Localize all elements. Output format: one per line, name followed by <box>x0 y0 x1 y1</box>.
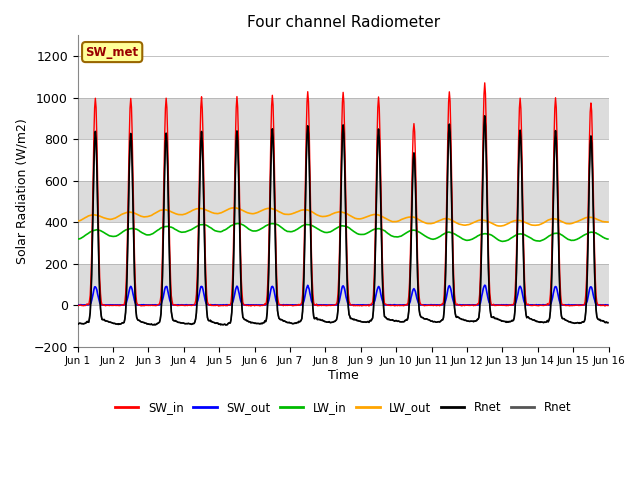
Rnet <box>604 320 612 325</box>
SW_in <box>424 302 431 308</box>
LW_out <box>220 209 227 215</box>
X-axis label: Time: Time <box>328 369 358 382</box>
SW_out <box>84 302 92 308</box>
SW_out <box>139 302 147 308</box>
LW_in <box>235 221 243 227</box>
Bar <box>77 264 609 305</box>
SW_in <box>74 303 81 309</box>
SW_in <box>604 303 612 309</box>
Rnet <box>74 322 81 327</box>
SW_out <box>604 302 612 308</box>
SW_in <box>83 301 91 307</box>
SW_in <box>247 303 255 309</box>
LW_in <box>604 236 612 242</box>
Bar <box>77 97 609 139</box>
SW_out <box>81 302 89 308</box>
Legend: SW_in, SW_out, LW_in, LW_out, Rnet, Rnet: SW_in, SW_out, LW_in, LW_out, Rnet, Rnet <box>110 396 576 419</box>
LW_out <box>604 219 612 225</box>
Rnet <box>424 316 431 322</box>
Title: Four channel Radiometer: Four channel Radiometer <box>246 15 440 30</box>
Rnet <box>222 322 230 328</box>
Rnet <box>424 316 431 322</box>
Rnet <box>220 322 227 327</box>
Rnet <box>192 316 200 322</box>
Rnet <box>138 319 146 325</box>
Bar <box>77 180 609 222</box>
LW_in <box>220 228 227 233</box>
SW_out <box>481 282 488 288</box>
Line: LW_out: LW_out <box>77 208 608 226</box>
LW_out <box>424 221 431 227</box>
LW_in <box>83 231 91 237</box>
LW_out <box>74 218 81 224</box>
Rnet <box>222 322 230 328</box>
Rnet <box>408 212 415 217</box>
Line: SW_out: SW_out <box>77 285 608 305</box>
LW_in <box>74 236 81 242</box>
SW_in <box>481 80 488 86</box>
Rnet <box>192 316 200 322</box>
SW_out <box>424 302 431 308</box>
Bar <box>77 139 609 180</box>
Rnet <box>481 113 488 119</box>
Rnet <box>481 113 488 119</box>
Line: LW_in: LW_in <box>77 224 608 241</box>
Rnet <box>604 320 612 325</box>
SW_out <box>221 302 228 308</box>
Bar <box>77 305 609 347</box>
SW_in <box>220 303 227 309</box>
LW_in <box>192 224 200 230</box>
Bar <box>77 222 609 264</box>
LW_out <box>83 214 91 219</box>
LW_out <box>231 205 239 211</box>
Rnet <box>408 212 415 217</box>
LW_out <box>138 214 146 219</box>
Line: Rnet: Rnet <box>77 116 608 325</box>
Rnet <box>74 322 81 327</box>
SW_out <box>193 301 200 307</box>
Text: SW_met: SW_met <box>86 46 139 59</box>
Rnet <box>83 319 91 324</box>
LW_out <box>495 223 503 229</box>
SW_in <box>408 188 415 194</box>
LW_in <box>499 239 506 244</box>
Rnet <box>83 319 91 324</box>
LW_in <box>138 230 146 236</box>
LW_in <box>424 234 431 240</box>
LW_out <box>192 206 200 212</box>
SW_in <box>138 303 146 309</box>
Rnet <box>220 322 227 327</box>
LW_out <box>408 214 415 220</box>
SW_out <box>74 302 81 308</box>
Y-axis label: Solar Radiation (W/m2): Solar Radiation (W/m2) <box>15 118 28 264</box>
LW_in <box>408 228 415 233</box>
Rnet <box>138 319 146 325</box>
Bar <box>77 56 609 97</box>
Line: SW_in: SW_in <box>77 83 608 306</box>
Line: Rnet: Rnet <box>77 116 608 325</box>
SW_in <box>192 298 200 304</box>
SW_out <box>408 292 415 298</box>
